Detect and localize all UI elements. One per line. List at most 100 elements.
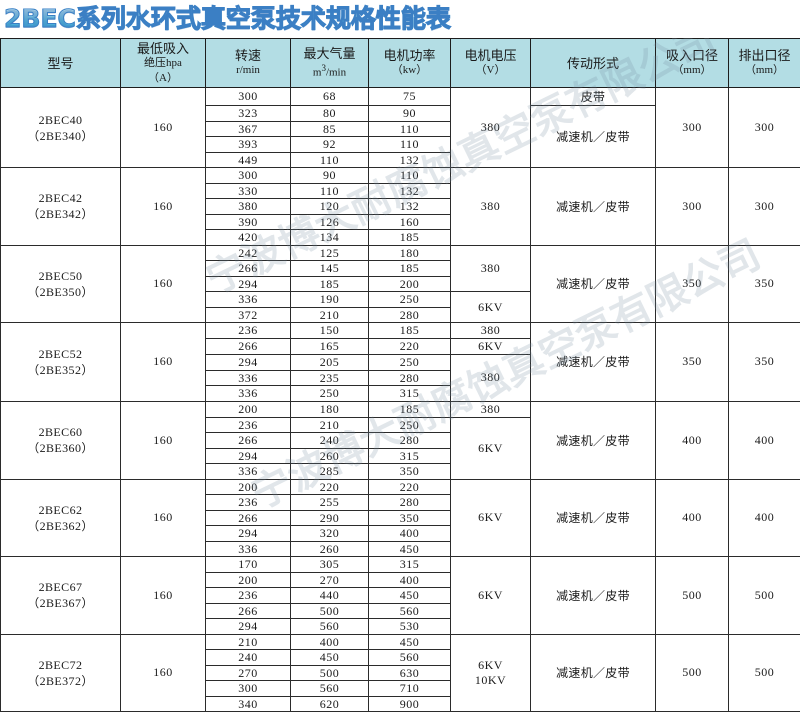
cell-line: 150 <box>320 323 340 337</box>
page-title-bar: 2BEC系列水环式真空泵技术规格性能表 <box>0 0 800 38</box>
cell-line: 160 <box>400 215 420 229</box>
speed-value: 294 <box>206 619 291 635</box>
speed-value: 266 <box>206 433 291 449</box>
motor-power-value: 400 <box>369 572 451 588</box>
max-flow-value: 165 <box>291 339 369 355</box>
cell-line: 160 <box>153 199 173 213</box>
cell-line: 560 <box>400 650 420 664</box>
model-name: 2BEC62（2BE362） <box>1 479 121 557</box>
cell-line: 280 <box>400 371 420 385</box>
speed-value: 236 <box>206 588 291 604</box>
cell-line: 300 <box>238 168 258 182</box>
cell-line: 80 <box>323 106 336 120</box>
cell-line: 450 <box>400 635 420 649</box>
max-flow-value: 92 <box>291 137 369 153</box>
motor-power-value: 630 <box>369 665 451 681</box>
motor-power-value: 400 <box>369 526 451 542</box>
cell-line: 367 <box>238 122 258 136</box>
motor-power-value: 110 <box>369 121 451 137</box>
cell-line: 380 <box>481 402 501 416</box>
motor-power-value: 450 <box>369 541 451 557</box>
cell-line: 560 <box>320 619 340 633</box>
header-line: r/min <box>206 63 290 78</box>
header-line: 转速 <box>235 48 261 63</box>
cell-line: 400 <box>400 526 420 540</box>
cell-line: 630 <box>400 666 420 680</box>
column-header-motor-voltage: 电机电压（V） <box>451 39 531 88</box>
cell-line: 500 <box>755 588 775 602</box>
cell-line: 6KV <box>478 300 503 314</box>
cell-line: 280 <box>400 433 420 447</box>
cell-line: 110 <box>400 137 419 151</box>
max-flow-value: 320 <box>291 526 369 542</box>
max-flow-value: 125 <box>291 245 369 261</box>
speed-value: 323 <box>206 106 291 122</box>
motor-voltage-value: 380 <box>451 355 531 402</box>
drive-type-value: 减速机／皮带 <box>531 479 656 557</box>
inlet-diameter-value: 400 <box>656 401 729 479</box>
max-flow-value: 90 <box>291 168 369 184</box>
cell-line: 266 <box>238 604 258 618</box>
cell-line: 900 <box>400 697 420 711</box>
cell-line: 6KV <box>478 339 503 353</box>
max-flow-value: 290 <box>291 510 369 526</box>
header-line: 最大气量 <box>303 46 355 61</box>
cell-line: 134 <box>320 230 340 244</box>
outlet-diameter-value: 300 <box>729 88 800 168</box>
outlet-diameter-value: 500 <box>729 557 800 635</box>
cell-line: 减速机／皮带 <box>556 434 630 448</box>
cell-line: 200 <box>238 480 258 494</box>
cell-line: 530 <box>400 619 420 633</box>
cell-line: 266 <box>238 433 258 447</box>
max-flow-value: 255 <box>291 495 369 511</box>
motor-power-value: 315 <box>369 448 451 464</box>
cell-line: 336 <box>238 464 258 478</box>
cell-line: 450 <box>400 588 420 602</box>
motor-power-value: 132 <box>369 199 451 215</box>
speed-value: 170 <box>206 557 291 573</box>
header-line: 电机电压 <box>464 48 516 63</box>
cell-line: 235 <box>320 371 340 385</box>
speed-value: 336 <box>206 541 291 557</box>
max-flow-value: 400 <box>291 634 369 650</box>
speed-value: 242 <box>206 245 291 261</box>
cell-line: 380 <box>481 323 501 337</box>
model-name: 2BEC60（2BE360） <box>1 401 121 479</box>
max-flow-value: 68 <box>291 88 369 106</box>
cell-line: 160 <box>153 433 173 447</box>
speed-value: 200 <box>206 401 291 417</box>
drive-type-value: 减速机／皮带 <box>531 557 656 635</box>
speed-value: 420 <box>206 230 291 246</box>
cell-line: 400 <box>682 433 702 447</box>
cell-line: 300 <box>755 199 775 213</box>
header-line: m3/min <box>291 61 368 81</box>
cell-line: 240 <box>238 650 258 664</box>
inlet-diameter-value: 300 <box>656 88 729 168</box>
max-flow-value: 620 <box>291 696 369 712</box>
cell-line: 350 <box>755 276 775 290</box>
cell-line: 减速机／皮带 <box>556 511 630 525</box>
speed-value: 236 <box>206 417 291 433</box>
header-line: （kw） <box>369 63 450 78</box>
cell-line: 2BEC42 <box>39 191 83 205</box>
cell-line: 380 <box>481 199 501 213</box>
header-line: （mm） <box>729 63 800 78</box>
cell-line: 110 <box>400 122 419 136</box>
max-flow-value: 560 <box>291 681 369 697</box>
speed-value: 336 <box>206 292 291 308</box>
cell-line: 160 <box>153 120 173 134</box>
cell-line: 315 <box>400 386 420 400</box>
cell-line: 2BEC67 <box>39 580 83 594</box>
cell-line: 500 <box>755 665 775 679</box>
max-flow-value: 126 <box>291 214 369 230</box>
cell-line: 294 <box>238 449 258 463</box>
cell-line: 2BEC40 <box>39 113 83 127</box>
column-header-inlet-diameter: 吸入口径（mm） <box>656 39 729 88</box>
max-flow-value: 260 <box>291 448 369 464</box>
cell-line: 160 <box>153 510 173 524</box>
cell-line: 270 <box>320 573 340 587</box>
